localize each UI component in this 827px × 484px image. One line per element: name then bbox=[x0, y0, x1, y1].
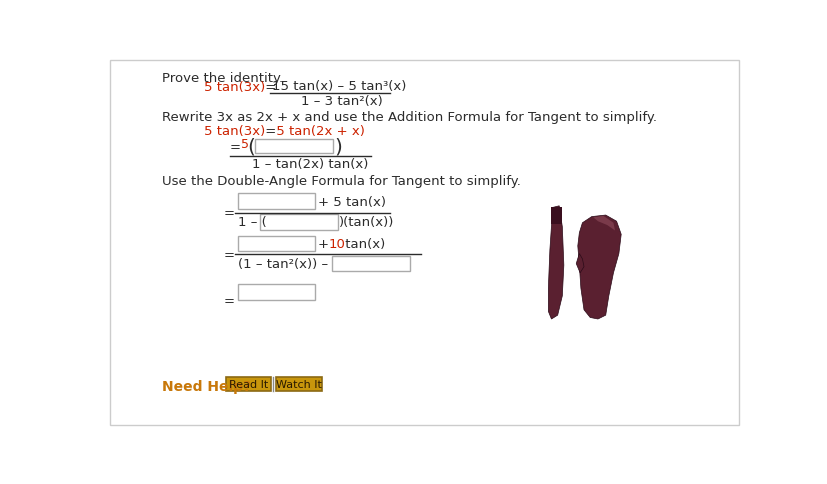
FancyBboxPatch shape bbox=[255, 139, 332, 153]
Text: Watch It: Watch It bbox=[275, 379, 322, 390]
Text: Need Help?: Need Help? bbox=[161, 379, 251, 393]
FancyBboxPatch shape bbox=[226, 377, 270, 392]
FancyBboxPatch shape bbox=[275, 377, 322, 392]
Text: 10: 10 bbox=[327, 238, 345, 251]
Text: =: = bbox=[223, 294, 234, 307]
PathPatch shape bbox=[577, 215, 620, 319]
Text: =: = bbox=[230, 141, 241, 154]
FancyBboxPatch shape bbox=[237, 285, 315, 300]
PathPatch shape bbox=[576, 254, 583, 273]
Text: tan(x): tan(x) bbox=[341, 238, 385, 251]
Text: (: ( bbox=[246, 137, 255, 156]
FancyBboxPatch shape bbox=[332, 257, 409, 272]
Text: Rewrite 3x as 2x + x and use the Addition Formula for Tangent to simplify.: Rewrite 3x as 2x + x and use the Additio… bbox=[161, 111, 656, 124]
Text: 5: 5 bbox=[241, 138, 249, 151]
Text: =: = bbox=[223, 249, 234, 262]
Text: 5 tan(3x): 5 tan(3x) bbox=[204, 81, 265, 94]
Text: ): ) bbox=[334, 137, 342, 156]
FancyBboxPatch shape bbox=[237, 194, 315, 210]
FancyBboxPatch shape bbox=[260, 215, 337, 230]
Text: +: + bbox=[318, 238, 333, 251]
Text: 5 tan(2x + x): 5 tan(2x + x) bbox=[271, 125, 364, 138]
FancyBboxPatch shape bbox=[109, 61, 739, 425]
Text: + 5 tan(x): + 5 tan(x) bbox=[318, 196, 385, 209]
Text: 1 – 3 tan²(x): 1 – 3 tan²(x) bbox=[301, 95, 382, 108]
Text: 5 tan(3x): 5 tan(3x) bbox=[204, 125, 265, 138]
Text: Read It: Read It bbox=[228, 379, 268, 390]
FancyBboxPatch shape bbox=[237, 236, 315, 252]
Text: =: = bbox=[261, 81, 275, 94]
PathPatch shape bbox=[547, 206, 563, 319]
Text: 1 – (: 1 – ( bbox=[237, 215, 266, 228]
Text: 15 tan(x) – 5 tan³(x): 15 tan(x) – 5 tan³(x) bbox=[272, 79, 406, 92]
Text: Use the Double-Angle Formula for Tangent to simplify.: Use the Double-Angle Formula for Tangent… bbox=[161, 175, 520, 188]
Text: (1 – tan²(x)) –: (1 – tan²(x)) – bbox=[237, 257, 327, 270]
Text: )(tan(x)): )(tan(x)) bbox=[339, 215, 394, 228]
Text: =: = bbox=[261, 125, 275, 138]
Text: =: = bbox=[223, 206, 234, 219]
FancyBboxPatch shape bbox=[551, 208, 562, 225]
Text: 1 – tan(2x) tan(x): 1 – tan(2x) tan(x) bbox=[252, 158, 368, 171]
Text: Prove the identity.: Prove the identity. bbox=[161, 72, 282, 85]
PathPatch shape bbox=[593, 216, 614, 231]
